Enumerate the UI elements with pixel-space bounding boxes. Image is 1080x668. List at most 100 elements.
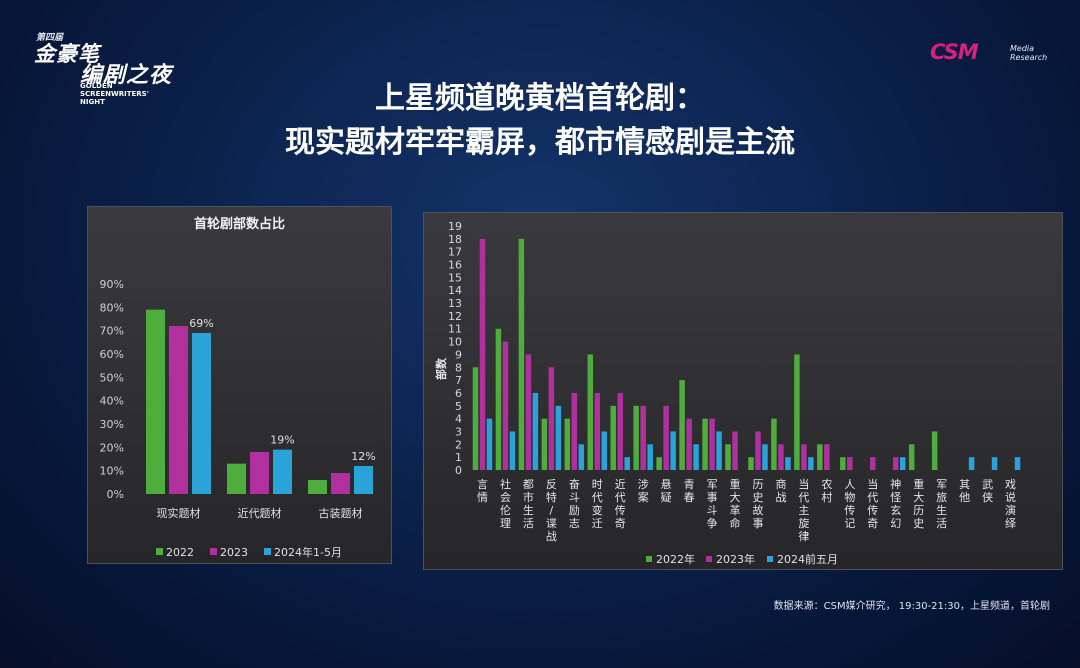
- genre-category-label: 人物传记: [844, 478, 855, 530]
- genre-bar: [991, 457, 998, 470]
- genre-bar: [732, 431, 738, 470]
- genre-bar: [716, 431, 722, 470]
- share-bar: [146, 309, 165, 494]
- share-y-tick-label: 80%: [100, 301, 124, 314]
- genre-category-label: 当代传奇: [867, 477, 878, 530]
- share-bar: [331, 473, 350, 494]
- genre-bar: [495, 328, 502, 470]
- genre-y-tick-label: 6: [455, 387, 462, 400]
- genre-category-label: 农村: [821, 477, 832, 504]
- genre-legend-label: 2022年: [656, 552, 695, 566]
- logo-english-text: GOLDEN SCREENWRITERS' NIGHT: [80, 82, 149, 106]
- genre-bar: [778, 444, 784, 470]
- genre-bar: [702, 418, 708, 470]
- share-legend-swatch: [156, 548, 163, 555]
- genre-category-label: 其他: [959, 478, 970, 504]
- genre-bar: [670, 431, 676, 470]
- genre-count-chart-panel: 0 1 2 3 4 5 6 7 8 9 10 11 12 13 14 15 16 17 18 19 部数 言情 社会伦理 都市…: [423, 212, 1063, 570]
- genre-bar: [762, 444, 768, 470]
- share-y-tick-label: 90%: [100, 278, 124, 291]
- genre-bar: [532, 392, 539, 470]
- genre-category-label: 历史故事: [752, 478, 763, 530]
- genre-y-tick-label: 18: [448, 233, 462, 246]
- genre-y-tick-label: 16: [448, 259, 462, 272]
- genre-y-tick-label: 11: [448, 323, 462, 336]
- genre-bar: [594, 392, 601, 470]
- genre-legend-label: 2024前五月: [777, 552, 838, 566]
- genre-bar: [679, 380, 685, 470]
- share-legend-label: 2024年1-5月: [274, 545, 342, 559]
- genre-bar: [479, 238, 486, 470]
- share-legend-label: 2022: [166, 546, 194, 559]
- genre-bar: [840, 457, 846, 470]
- genre-category-label: 时代变迁: [592, 478, 603, 530]
- genre-y-tick-label: 2: [455, 438, 462, 451]
- share-bar: [308, 480, 327, 494]
- genre-bar: [709, 418, 715, 470]
- genre-category-label: 反特/谍战: [546, 478, 557, 543]
- genre-category-label: 青春: [684, 478, 695, 504]
- genre-category-label: 都市生活: [523, 478, 534, 530]
- genre-bar: [908, 444, 915, 470]
- share-category-label: 近代题材: [238, 506, 282, 520]
- genre-y-tick-label: 12: [448, 310, 462, 323]
- genre-bar: [518, 238, 525, 470]
- genre-bar: [624, 457, 630, 470]
- genre-bar: [601, 431, 608, 470]
- genre-category-label: 重大历史: [913, 477, 924, 530]
- genre-bar: [587, 354, 594, 470]
- genre-legend-swatch: [767, 556, 773, 562]
- share-bar: [227, 463, 246, 494]
- share-bar: [273, 449, 292, 494]
- share-bar: [192, 333, 211, 494]
- share-y-tick-label: 20%: [100, 441, 124, 454]
- genre-bar: [748, 457, 754, 470]
- page-title-line-1: 上星频道晚黄档首轮剧：: [375, 81, 705, 116]
- genre-count-chart-svg: 012345678910111213141516171819部数言情社会伦理都市…: [434, 220, 1021, 566]
- csm-subtext-research: Research: [1010, 53, 1048, 62]
- csm-subtext-media: Media: [1010, 44, 1035, 53]
- genre-y-tick-label: 3: [455, 425, 462, 438]
- genre-y-tick-label: 5: [455, 400, 462, 413]
- genre-y-tick-label: 1: [455, 451, 462, 464]
- genre-bar: [486, 418, 493, 470]
- genre-category-label: 武侠: [982, 478, 993, 504]
- genre-bar: [548, 367, 555, 470]
- genre-y-tick-label: 19: [448, 220, 462, 233]
- genre-category-label: 社会伦理: [500, 477, 511, 530]
- share-legend-swatch: [210, 548, 217, 555]
- share-chart-title: 首轮剧部数占比: [193, 217, 285, 232]
- genre-bar: [892, 457, 899, 470]
- genre-legend-swatch: [706, 556, 712, 562]
- golden-screenwriters-logo: 第四届 金豪笔 编剧之夜 GOLDEN SCREENWRITERS' NIGHT: [34, 30, 174, 106]
- genre-bar: [472, 367, 479, 470]
- genre-y-tick-label: 15: [448, 271, 462, 284]
- genre-bar: [633, 405, 639, 470]
- genre-bar: [847, 457, 853, 470]
- genre-bar: [870, 457, 876, 470]
- share-y-tick-label: 0%: [107, 488, 124, 501]
- genre-bar: [555, 405, 562, 470]
- logo-edition-text: 第四届: [36, 33, 64, 43]
- genre-category-label: 奋斗励志: [569, 477, 580, 530]
- genre-bar: [794, 354, 800, 470]
- genre-legend-swatch: [646, 556, 652, 562]
- genre-bar: [610, 405, 616, 470]
- genre-bar: [647, 444, 653, 470]
- share-y-tick-label: 40%: [100, 395, 124, 408]
- genre-y-tick-label: 7: [455, 374, 462, 387]
- genre-bar: [541, 418, 548, 470]
- genre-bar: [571, 392, 578, 470]
- genre-category-label: 言情: [477, 478, 488, 504]
- genre-bar: [801, 444, 807, 470]
- genre-category-label: 涉案: [638, 477, 649, 504]
- genre-y-tick-label: 10: [448, 336, 462, 349]
- genre-bar: [771, 418, 777, 470]
- data-source-note: 数据来源：CSM媒介研究， 19:30-21:30，上星频道，首轮剧: [773, 601, 1050, 612]
- share-bar: [354, 466, 373, 494]
- genre-bar: [502, 341, 509, 470]
- share-y-tick-label: 10%: [100, 465, 124, 478]
- genre-bar: [617, 392, 623, 470]
- share-y-tick-label: 50%: [100, 371, 124, 384]
- genre-bar: [509, 431, 516, 470]
